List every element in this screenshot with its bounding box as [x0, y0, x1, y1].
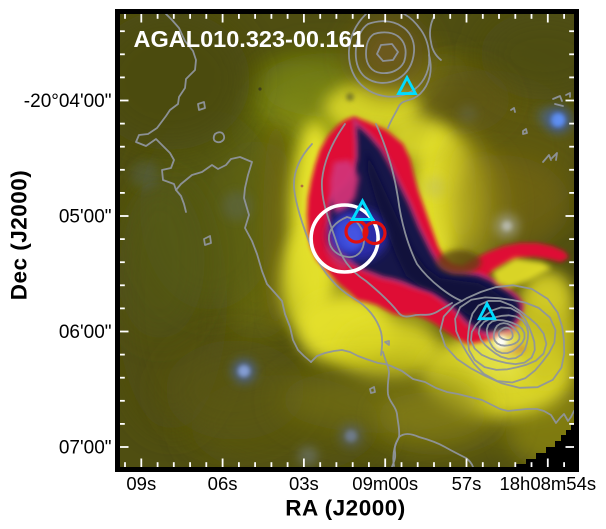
svg-text:09s: 09s: [126, 473, 156, 494]
svg-text:07'00": 07'00": [59, 438, 112, 459]
svg-text:18h08m54s: 18h08m54s: [499, 473, 596, 494]
svg-text:-20°04'00": -20°04'00": [24, 91, 112, 112]
svg-text:57s: 57s: [452, 473, 482, 494]
svg-text:Dec (J2000): Dec (J2000): [7, 170, 32, 301]
svg-text:AGAL010.323-00.161: AGAL010.323-00.161: [134, 26, 365, 52]
svg-text:09m00s: 09m00s: [352, 473, 418, 494]
svg-text:05'00": 05'00": [59, 207, 112, 228]
svg-text:03s: 03s: [289, 473, 319, 494]
svg-text:06'00": 06'00": [59, 322, 112, 343]
svg-text:RA (J2000): RA (J2000): [285, 496, 405, 521]
svg-text:06s: 06s: [208, 473, 238, 494]
